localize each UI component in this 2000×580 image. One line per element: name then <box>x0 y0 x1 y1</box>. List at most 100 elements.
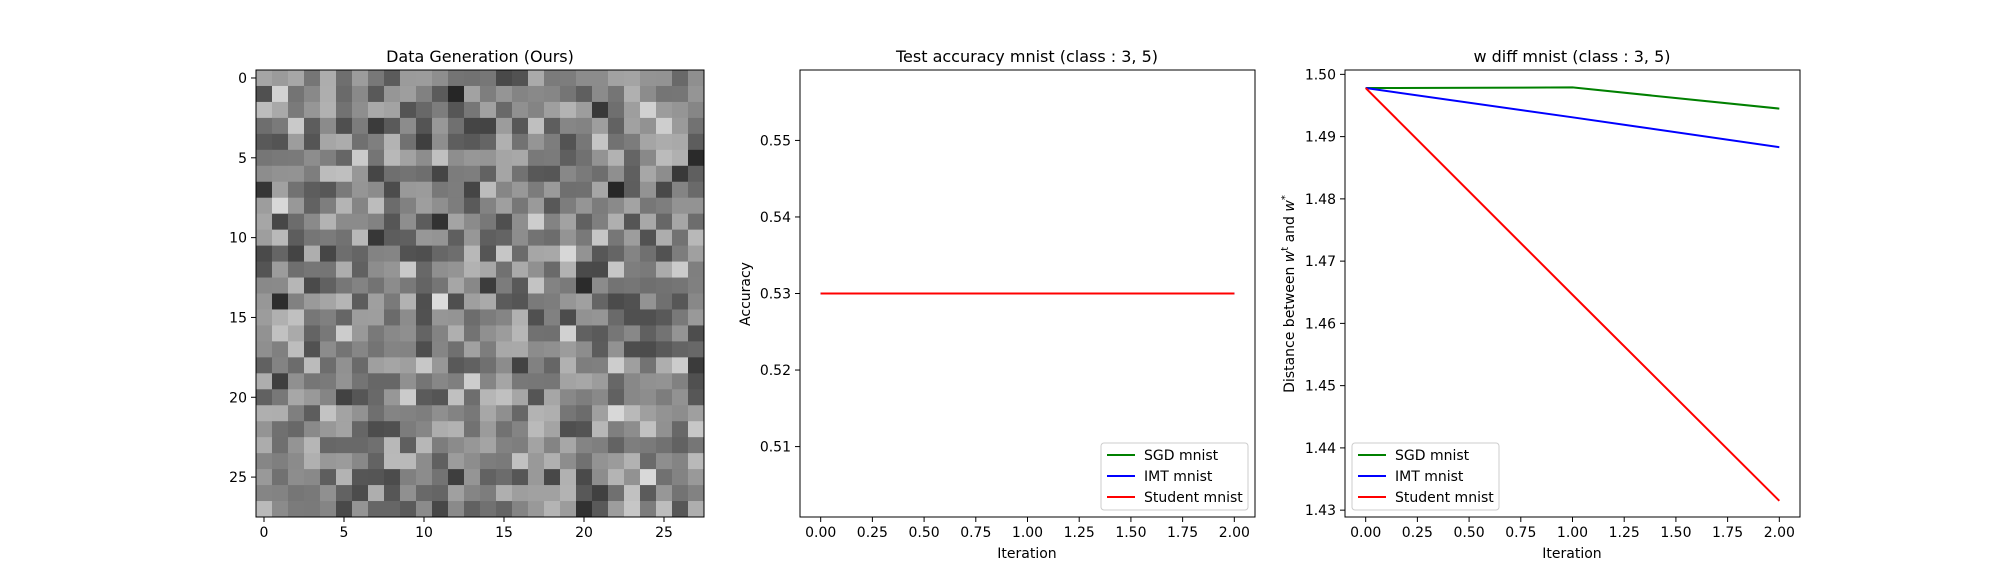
heatmap-y-tick-label: 5 <box>238 151 247 167</box>
heatmap-cell <box>368 213 385 231</box>
heatmap-cell <box>432 469 449 486</box>
heatmap-cell <box>416 85 433 103</box>
heatmap-cell <box>608 181 625 199</box>
heatmap-cell <box>416 309 433 326</box>
accuracy-x-tick-label: 0.00 <box>805 525 836 541</box>
heatmap-cell <box>416 501 433 518</box>
heatmap-cell <box>512 165 529 183</box>
heatmap-cell <box>592 133 609 151</box>
heatmap-cell <box>400 101 417 119</box>
heatmap-cell <box>464 245 481 262</box>
heatmap-cell <box>288 277 305 294</box>
heatmap-cell <box>672 229 689 246</box>
wdiff-panel: w diff mnist (class : 3, 5) Iteration Di… <box>1280 47 1801 562</box>
heatmap-cell <box>480 149 497 167</box>
heatmap-cell <box>624 437 641 454</box>
wdiff-y-tick-label: 1.47 <box>1305 254 1336 270</box>
heatmap-cell <box>320 373 337 390</box>
heatmap-cell <box>576 405 593 422</box>
heatmap-cell <box>256 277 273 294</box>
heatmap-cell <box>496 437 513 454</box>
heatmap-cell <box>560 309 577 326</box>
heatmap-cell <box>352 165 369 183</box>
heatmap-cell <box>320 277 337 294</box>
heatmap-cell <box>336 261 353 278</box>
heatmap-cell <box>304 261 321 278</box>
heatmap-cell <box>512 293 529 310</box>
heatmap-cell <box>656 149 673 167</box>
heatmap-cell <box>576 389 593 406</box>
heatmap-cell <box>400 341 417 358</box>
heatmap-cell <box>336 373 353 390</box>
heatmap-cell <box>256 70 273 87</box>
heatmap-cell <box>320 197 337 215</box>
heatmap-cell <box>336 181 353 199</box>
accuracy-x-tick-label: 0.25 <box>857 525 888 541</box>
wdiff-legend: SGD mnist IMT mnist Student mnist <box>1351 442 1500 511</box>
heatmap-cell <box>320 181 337 199</box>
heatmap-cell <box>576 485 593 502</box>
heatmap-cell <box>432 149 449 167</box>
heatmap-cell <box>560 373 577 390</box>
heatmap-cell <box>576 149 593 167</box>
heatmap-cell <box>592 501 609 518</box>
heatmap-cell <box>608 501 625 518</box>
heatmap-cell <box>608 437 625 454</box>
heatmap-cell <box>352 213 369 231</box>
heatmap-cell <box>288 293 305 310</box>
heatmap-cell <box>416 485 433 502</box>
heatmap-cell <box>400 133 417 151</box>
heatmap-cell <box>688 101 705 119</box>
heatmap-cell <box>592 421 609 438</box>
heatmap-cell <box>496 421 513 438</box>
heatmap-cell <box>512 85 529 103</box>
heatmap-cell <box>672 261 689 278</box>
heatmap-cell <box>480 213 497 231</box>
heatmap-cell <box>592 469 609 486</box>
heatmap-cell <box>368 485 385 502</box>
heatmap-cell <box>368 117 385 135</box>
heatmap-cell <box>544 325 561 342</box>
heatmap-cell <box>464 421 481 438</box>
heatmap-cell <box>416 325 433 342</box>
heatmap-cell <box>288 181 305 199</box>
heatmap-cell <box>512 213 529 231</box>
heatmap-cell <box>480 341 497 358</box>
heatmap-cell <box>272 261 289 278</box>
heatmap-cell <box>656 485 673 502</box>
heatmap-cell <box>656 181 673 199</box>
heatmap-cell <box>544 229 561 246</box>
heatmap-cell <box>448 421 465 438</box>
heatmap-cell <box>272 117 289 135</box>
heatmap-cell <box>384 373 401 390</box>
heatmap-cell <box>560 261 577 278</box>
heatmap-cell <box>416 117 433 135</box>
heatmap-cell <box>592 85 609 103</box>
heatmap-cell <box>432 181 449 199</box>
accuracy-x-ticks: 0.00 0.25 0.50 0.75 1.00 1.25 1.50 1.75 2.00 <box>805 517 1250 541</box>
heatmap-cell <box>544 485 561 502</box>
heatmap-cell <box>480 501 497 518</box>
heatmap-cell <box>400 181 417 199</box>
heatmap-cell <box>384 277 401 294</box>
heatmap-cell <box>656 197 673 215</box>
heatmap-cell <box>368 405 385 422</box>
heatmap-cell <box>368 181 385 199</box>
accuracy-y-tick-label: 0.55 <box>760 133 791 149</box>
heatmap-cell <box>448 165 465 183</box>
heatmap-cell <box>336 437 353 454</box>
heatmap-cell <box>416 389 433 406</box>
heatmap-cell <box>272 293 289 310</box>
heatmap-cell <box>432 293 449 310</box>
heatmap-cell <box>512 469 529 486</box>
heatmap-cell <box>320 357 337 374</box>
heatmap-cell <box>352 85 369 103</box>
heatmap-cell <box>304 437 321 454</box>
heatmap-cell <box>288 261 305 278</box>
heatmap-cell <box>544 309 561 326</box>
heatmap-cell <box>480 309 497 326</box>
heatmap-cell <box>384 341 401 358</box>
heatmap-cell <box>656 245 673 262</box>
heatmap-cell <box>368 453 385 470</box>
heatmap-cell <box>544 117 561 135</box>
